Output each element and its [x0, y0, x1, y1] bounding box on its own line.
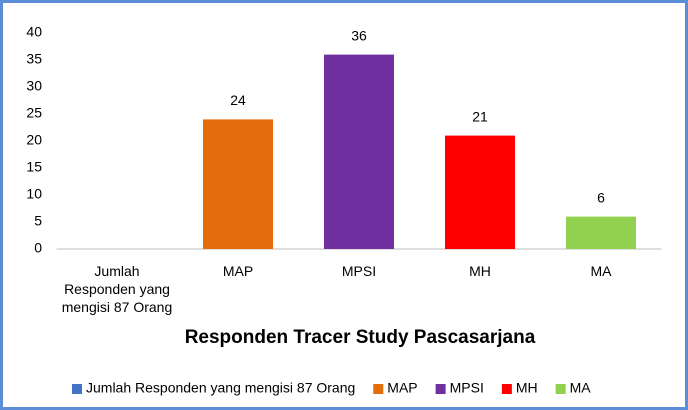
data-label: 36 [351, 27, 367, 43]
x-tick-label: MA [590, 263, 612, 279]
y-tick-label: 20 [26, 132, 42, 148]
legend-swatch [72, 384, 82, 394]
legend-label: Jumlah Responden yang mengisi 87 Orang [86, 380, 355, 396]
x-tick-label: MPSI [341, 263, 377, 279]
bar [324, 54, 394, 249]
y-tick-label: 25 [26, 105, 42, 121]
bar [445, 135, 515, 249]
y-tick-label: 30 [26, 78, 42, 94]
legend-swatch [373, 384, 384, 394]
legend-swatch [435, 384, 446, 394]
bar [566, 216, 636, 249]
chart-title: Responden Tracer Study Pascasarjana [185, 327, 536, 348]
data-label: 6 [597, 189, 605, 205]
legend-label: MAP [387, 380, 417, 396]
legend-label: MPSI [450, 380, 484, 396]
y-tick-label: 15 [26, 159, 42, 175]
legend-swatch [501, 384, 512, 394]
legend-swatch [555, 384, 566, 394]
x-tick-label: Jumlah Responden yang mengisi 87 Orang [61, 263, 173, 315]
legend-label: MA [570, 380, 592, 396]
bar [203, 119, 273, 250]
legend-label: MH [516, 380, 538, 396]
x-tick-label: MH [469, 263, 491, 279]
y-tick-label: 0 [34, 240, 42, 256]
y-tick-label: 40 [26, 24, 42, 40]
data-label: 24 [230, 92, 246, 108]
data-label: 21 [472, 108, 488, 124]
y-tick-label: 10 [26, 186, 42, 202]
y-tick-label: 5 [34, 213, 42, 229]
y-tick-label: 35 [26, 51, 42, 67]
x-tick-label: MAP [222, 263, 254, 279]
